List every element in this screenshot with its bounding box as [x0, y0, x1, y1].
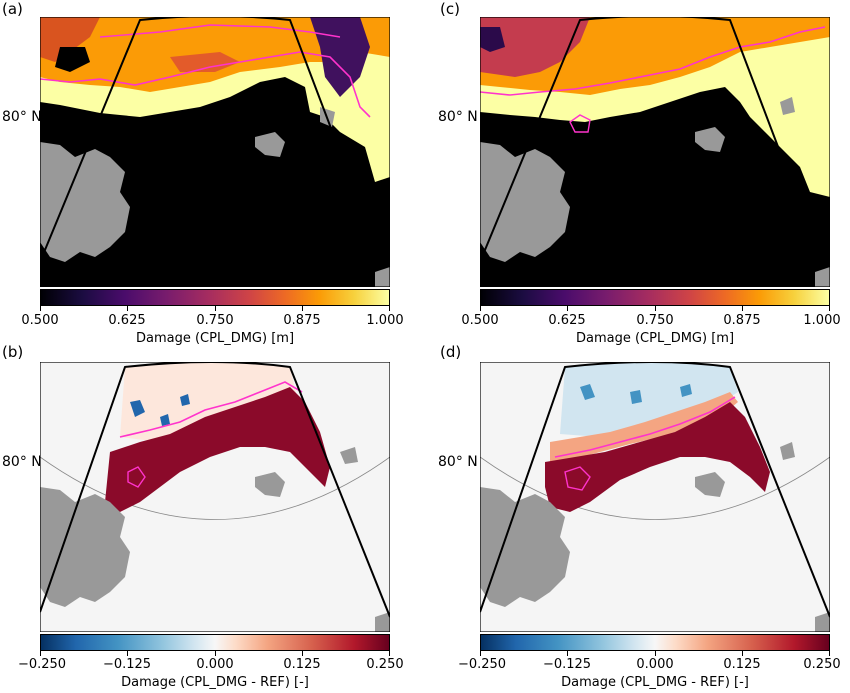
- colorbar-tick-label: −0.250: [457, 657, 507, 672]
- damage-contour: [119, 381, 303, 438]
- damage-contour-top: [99, 24, 341, 38]
- colorbar-tick-label: −0.125: [542, 657, 592, 672]
- land-svalbard: [40, 142, 130, 262]
- damage-map-c: [480, 17, 830, 287]
- colorbar-title-c: Damage (CPL_DMG) [m]: [575, 331, 735, 346]
- domain-boundary: [480, 17, 781, 263]
- colorbar-title-d: Damage (CPL_DMG - REF) [-]: [561, 675, 749, 690]
- land-island-east: [695, 127, 725, 152]
- damage-contour: [554, 396, 736, 458]
- lat-label-80n-b: 80° N: [2, 454, 42, 470]
- damage-map-a: [40, 17, 390, 287]
- colorbar-tick-label: 0.000: [636, 657, 674, 672]
- colorbar-tick-label: 0.500: [461, 313, 499, 328]
- land-island-east: [255, 132, 285, 157]
- panel-label-c: (c): [440, 0, 460, 18]
- colorbar-tick-label: −0.250: [17, 657, 67, 672]
- damage-contour: [40, 51, 371, 118]
- colorbar-tick-label: 0.125: [723, 657, 761, 672]
- land-corner: [815, 267, 830, 287]
- panel-label-d: (d): [440, 343, 462, 361]
- land-island-east: [695, 472, 725, 497]
- panel-label-a: (a): [2, 0, 23, 18]
- damage-field-red: [480, 17, 590, 77]
- damage-field-deep: [55, 47, 90, 72]
- colorbar-difference-b: [40, 634, 390, 651]
- colorbar-tick-label: 0.750: [196, 313, 234, 328]
- damage-contour: [480, 26, 826, 96]
- colorbar-tick-label: 0.875: [723, 313, 761, 328]
- land-corner: [375, 612, 390, 632]
- damage-field-purple: [480, 27, 505, 52]
- damage-contour-local: [569, 114, 591, 133]
- damage-field-dark: [40, 17, 100, 62]
- colorbar-tick-label: −0.125: [102, 657, 152, 672]
- land-island-far-east: [780, 97, 795, 115]
- latitude-line-80n: [40, 456, 390, 520]
- latitude-line-80n: [480, 456, 830, 520]
- land-corner: [375, 267, 390, 287]
- colorbar-tick-label: 0.250: [803, 657, 841, 672]
- colorbar-tick-label: 0.250: [366, 657, 404, 672]
- lat-label-80n-c: 80° N: [438, 109, 478, 125]
- diff-field-positive: [545, 402, 770, 512]
- land-svalbard: [480, 142, 570, 262]
- diff-field-blue-specks: [580, 384, 692, 404]
- colorbar-damage-c: [480, 289, 830, 306]
- panel-label-b: (b): [2, 343, 24, 361]
- land-svalbard: [480, 487, 570, 607]
- colorbar-tick-label: 1.000: [366, 313, 404, 328]
- colorbar-tick-label: 1.000: [803, 313, 841, 328]
- colorbar-difference-d: [480, 634, 830, 651]
- land-svalbard: [40, 487, 130, 607]
- colorbar-title-a: Damage (CPL_DMG) [m]: [135, 331, 295, 346]
- land-island-far-east: [340, 447, 358, 464]
- colorbar-tick-label: 0.125: [283, 657, 321, 672]
- land-island-east: [255, 472, 285, 497]
- damage-field-purple: [310, 17, 370, 97]
- domain-boundary: [40, 17, 341, 263]
- damage-field-orange-blob: [170, 52, 240, 72]
- diff-field-light-blue: [560, 362, 738, 437]
- diff-field-blue-specks: [130, 394, 190, 426]
- colorbar-tick-label: 0.000: [196, 657, 234, 672]
- colorbar-tick-label: 0.625: [108, 313, 146, 328]
- colorbar-tick-label: 0.875: [283, 313, 321, 328]
- damage-contour-local: [127, 466, 146, 488]
- colorbar-tick-label: 0.750: [636, 313, 674, 328]
- colorbar-tick-label: 0.500: [21, 313, 59, 328]
- colorbar-tick-label: 0.625: [548, 313, 586, 328]
- difference-map-d: [480, 362, 830, 632]
- colorbar-damage-a: [40, 289, 390, 306]
- difference-map-b: [40, 362, 390, 632]
- diff-field-positive: [105, 387, 330, 512]
- damage-contour-local: [564, 466, 591, 491]
- land-island-far-east: [780, 442, 795, 460]
- land-corner: [815, 612, 830, 632]
- lat-label-80n-d: 80° N: [438, 454, 478, 470]
- colorbar-title-b: Damage (CPL_DMG - REF) [-]: [121, 675, 309, 690]
- diff-field-light-red: [550, 392, 738, 462]
- lat-label-80n-a: 80° N: [2, 109, 42, 125]
